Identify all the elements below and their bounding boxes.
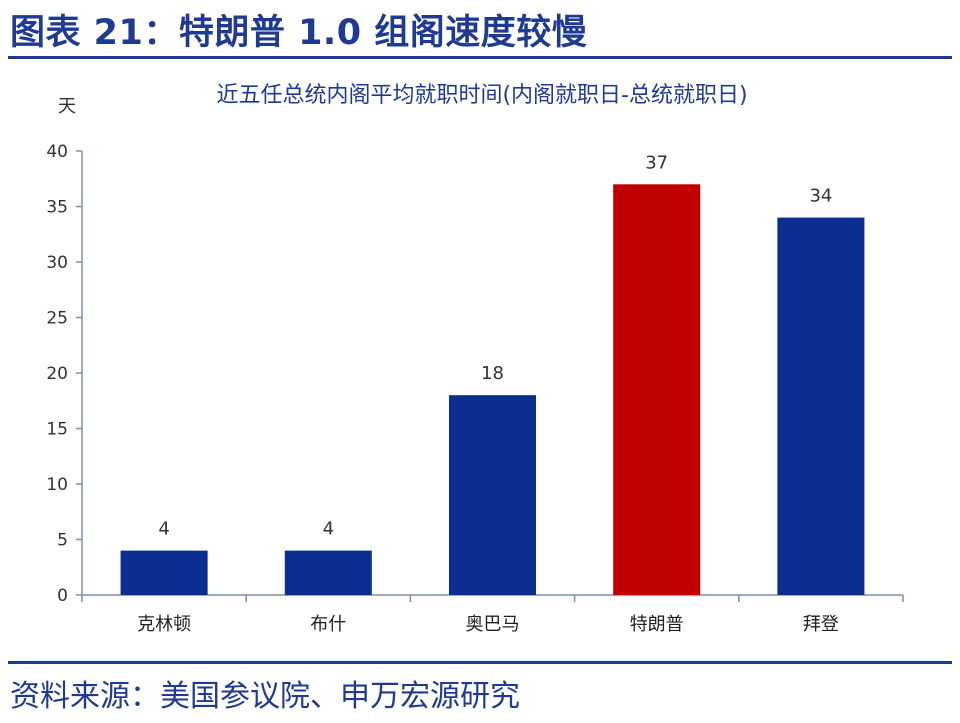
x-axis (81, 594, 904, 602)
y-tick-label: 25 (46, 309, 68, 329)
category-label: 特朗普 (630, 614, 684, 635)
bar-chart: 近五任总统内阁平均就职时间(内阁就职日-总统就职日) 天 0 5 10 15 20 25 3… (46, 83, 904, 635)
bar (284, 550, 372, 595)
bar-value-label: 37 (645, 152, 668, 173)
bar (777, 217, 865, 595)
y-axis: 0 5 10 15 20 25 30 35 40 (46, 142, 83, 606)
category-label-group: 克林顿 布什 奥巴马 特朗普 拜登 (137, 614, 839, 635)
bar-value-label: 4 (323, 519, 334, 540)
bar-value-label: 18 (481, 363, 504, 384)
y-tick-label: 40 (46, 142, 68, 162)
category-label: 奥巴马 (466, 614, 520, 635)
y-tick-label: 20 (46, 364, 68, 384)
footer-divider (8, 661, 952, 664)
bar-value-label: 4 (158, 519, 169, 540)
y-tick-label: 30 (46, 253, 68, 273)
category-label: 布什 (310, 614, 346, 635)
chart-title: 近五任总统内阁平均就职时间(内阁就职日-总统就职日) (216, 83, 747, 108)
category-label: 拜登 (803, 614, 839, 635)
figure-title: 图表 21：特朗普 1.0 组阁速度较慢 (10, 13, 588, 53)
bar-value-label: 34 (809, 186, 832, 207)
y-tick-label: 10 (46, 475, 68, 495)
title-divider (8, 56, 952, 59)
bar (613, 184, 701, 596)
bar (120, 550, 208, 595)
y-tick-label: 5 (57, 531, 68, 551)
y-tick-label: 0 (57, 586, 68, 606)
source-note: 资料来源：美国参议院、申万宏源研究 (10, 679, 520, 714)
category-label: 克林顿 (137, 614, 191, 635)
data-label-group: 4 4 18 37 34 (158, 152, 832, 539)
y-tick-label: 35 (46, 198, 68, 218)
bar (448, 395, 537, 595)
y-tick-label: 15 (46, 420, 68, 440)
bar-series (120, 184, 865, 596)
y-axis-unit-label: 天 (58, 96, 76, 117)
